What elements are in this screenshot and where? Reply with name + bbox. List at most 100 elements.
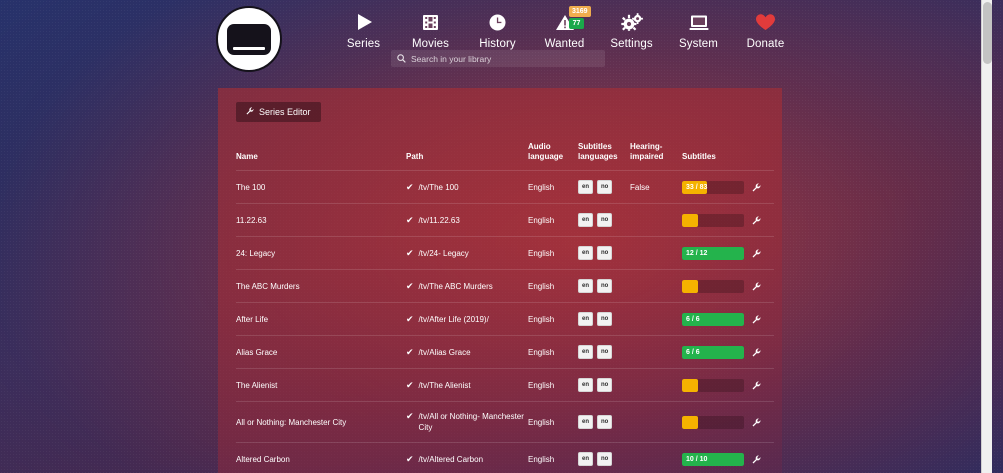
nav-label-series: Series [346,38,381,50]
cell-series-path: ✔ /tv/The ABC Murders [406,269,528,303]
path-text: /tv/The ABC Murders [418,281,493,291]
path-text: /tv/After Life (2019)/ [418,314,489,324]
progress-bar-fill [682,246,744,260]
language-pill: en [578,279,594,293]
table-header-row: Name Path Audio language Subtitles langu… [236,142,774,171]
progress-bar-fill [682,345,744,359]
language-pill: no [597,279,613,293]
check-icon: ✔ [406,313,414,324]
cell-subtitles-progress: 33 / 83 [682,170,752,204]
check-icon: ✔ [406,379,414,390]
column-header-path[interactable]: Path [406,152,424,161]
progress-bar-label: 33 / 83 [686,183,708,191]
search-input[interactable] [411,53,599,64]
language-pill: en [578,180,594,194]
nav-item-donate[interactable]: Donate [732,9,799,51]
progress-bar-fill [682,415,699,429]
cell-hearing-impaired [630,368,682,402]
progress-bar-fill [682,452,744,466]
cell-hearing-impaired [630,269,682,303]
column-header-sublangs[interactable]: Subtitles languages [578,142,618,161]
cell-subtitle-languages: en no [578,401,630,443]
check-icon: ✔ [406,280,414,291]
bazarr-logo-icon[interactable] [216,6,282,72]
language-pill: no [597,180,613,194]
cell-series-name: The Alienist [236,368,406,402]
row-wrench-icon[interactable] [752,454,761,464]
series-table-header: Name Path Audio language Subtitles langu… [236,142,774,171]
main-nav: Series Movies [330,6,799,51]
language-pill: no [597,312,613,326]
cell-subtitles-progress: 10 / 10 [682,442,752,473]
table-row[interactable]: After Life ✔ /tv/After Life (2019)/ English… [236,302,774,336]
cell-series-name: 11.22.63 [236,203,406,237]
cell-series-path: ✔ /tv/The 100 [406,170,528,204]
nav-item-settings[interactable]: Settings [598,9,665,51]
row-wrench-icon[interactable] [752,380,761,390]
language-pill: en [578,246,594,260]
row-wrench-icon[interactable] [752,182,761,192]
row-wrench-icon[interactable] [752,314,761,324]
cell-subtitles-progress [682,203,752,237]
language-pill: no [597,213,613,227]
clock-icon [488,11,507,33]
progress-bar: 10 / 10 [682,452,744,466]
nav-item-system[interactable]: System [665,9,732,51]
column-header-audio[interactable]: Audio language [528,142,564,161]
check-icon: ✔ [406,247,414,258]
nav-item-movies[interactable]: Movies [397,9,464,51]
column-header-hi[interactable]: Hearing-impaired [630,142,664,161]
cell-row-action [752,401,774,443]
path-text: /tv/Altered Carbon [418,454,484,464]
table-row[interactable]: Altered Carbon ✔ /tv/Altered Carbon English… [236,442,774,473]
scrollbar-thumb[interactable] [983,2,992,64]
table-row[interactable]: The ABC Murders ✔ /tv/The ABC Murders Engli… [236,269,774,303]
cell-series-path: ✔ /tv/The Alienist [406,368,528,402]
nav-item-history[interactable]: History [464,9,531,51]
table-row[interactable]: The 100 ✔/tv/The 100 English en no False 33 / … [236,170,774,204]
progress-bar [682,378,744,392]
check-icon: ✔ [406,453,414,464]
table-row[interactable]: All or Nothing: Manchester City ✔ /tv/All … [236,401,774,443]
check-icon: ✔ [406,411,414,421]
row-wrench-icon[interactable] [752,347,761,357]
language-pill: no [597,452,613,466]
table-row[interactable]: Alias Grace ✔ /tv/Alias Grace English en no 6 … [236,335,774,369]
cell-row-action [752,236,774,270]
cell-row-action [752,335,774,369]
table-row[interactable]: 24: Legacy ✔ /tv/24- Legacy English en no 12 /… [236,236,774,270]
cell-hearing-impaired: False [630,170,682,204]
row-wrench-icon[interactable] [752,215,761,225]
table-row[interactable]: The Alienist ✔ /tv/The Alienist English en no [236,368,774,402]
nav-label-system: System [679,38,718,50]
column-header-subtitles[interactable]: Subtitles [682,152,716,161]
cell-subtitle-languages: en no [578,236,630,270]
series-editor-label: Series Editor [259,107,311,117]
column-header-name[interactable]: Name [236,152,258,161]
cell-series-name: Alias Grace [236,335,406,369]
progress-bar [682,279,744,293]
progress-bar-label: 10 / 10 [686,455,708,463]
row-wrench-icon[interactable] [752,417,761,427]
progress-bar-fill [682,279,699,293]
cell-audio-language: English [528,269,578,303]
cell-subtitle-languages: en no [578,269,630,303]
series-editor-button[interactable]: Series Editor [236,102,321,122]
cell-subtitles-progress: 6 / 6 [682,302,752,336]
nav-label-settings: Settings [610,38,653,50]
nav-item-wanted[interactable]: 3169 77 Wanted [531,6,598,51]
language-pill: en [578,415,594,429]
cell-hearing-impaired [630,335,682,369]
progress-bar-fill [682,213,699,227]
row-wrench-icon[interactable] [752,281,761,291]
row-wrench-icon[interactable] [752,248,761,258]
library-search-bar[interactable] [391,50,605,67]
language-pill: en [578,312,594,326]
cell-audio-language: English [528,401,578,443]
cell-subtitles-progress [682,368,752,402]
language-pill: no [597,246,613,260]
cell-series-path: ✔ /tv/24- Legacy [406,236,528,270]
page-scrollbar[interactable] [981,0,992,473]
table-row[interactable]: 11.22.63 ✔ /tv/11.22.63 English en no [236,203,774,237]
nav-item-series[interactable]: Series [330,9,397,51]
